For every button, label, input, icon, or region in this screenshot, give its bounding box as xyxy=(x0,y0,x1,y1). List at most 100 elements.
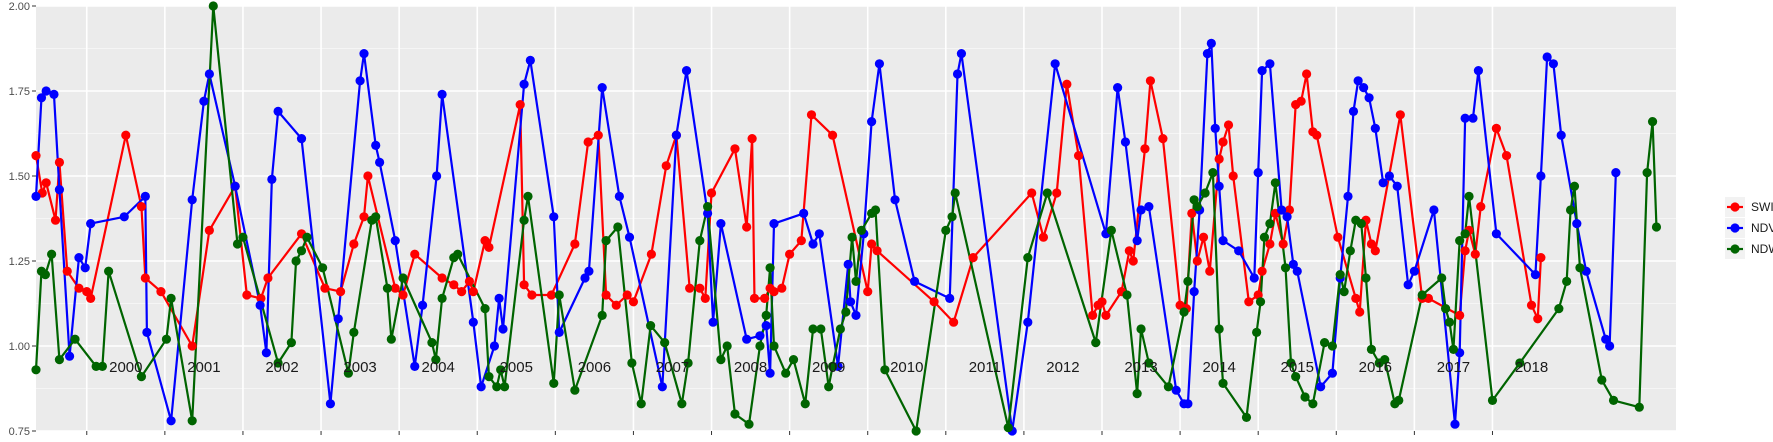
data-point-ndwi xyxy=(136,372,147,382)
data-point-swir xyxy=(74,283,84,293)
year-label: 2009 xyxy=(812,359,845,376)
data-point-swir xyxy=(1128,256,1138,266)
data-point-swir xyxy=(1265,239,1275,249)
data-point-swir xyxy=(1455,310,1465,320)
data-point-ndvi xyxy=(187,195,197,205)
data-point-ndwi xyxy=(97,361,107,371)
data-point-ndwi xyxy=(880,365,890,375)
data-point-ndwi xyxy=(398,273,408,283)
data-point-swir xyxy=(457,287,467,297)
data-point-ndvi xyxy=(371,140,381,150)
data-point-ndwi xyxy=(947,212,957,222)
data-point-ndwi xyxy=(47,249,57,259)
data-point-ndwi xyxy=(646,321,656,331)
data-point-swir xyxy=(515,100,525,110)
data-point-swir xyxy=(646,249,656,259)
data-point-swir xyxy=(359,212,369,222)
data-point-swir xyxy=(1333,232,1343,242)
data-point-ndvi xyxy=(1403,280,1413,290)
data-point-swir xyxy=(1355,307,1365,317)
data-point-swir xyxy=(1351,293,1361,303)
data-point-ndvi xyxy=(1316,382,1326,392)
data-point-ndwi xyxy=(1144,358,1154,368)
y-axis: 0.75 1.00 1.25 1.50 1.75 2.00 xyxy=(9,1,36,438)
data-point-swir xyxy=(468,287,478,297)
data-point-swir xyxy=(349,239,359,249)
data-point-ndvi xyxy=(1384,171,1394,181)
data-point-ndwi xyxy=(1327,341,1337,351)
data-point-ndwi xyxy=(1562,276,1572,286)
data-point-ndwi xyxy=(187,416,197,426)
data-point-ndvi xyxy=(657,382,667,392)
data-point-ndvi xyxy=(417,300,428,310)
data-point-ndwi xyxy=(1132,389,1142,399)
data-point-swir xyxy=(1198,232,1209,242)
data-point-ndwi xyxy=(238,232,248,242)
year-label: 2011 xyxy=(969,359,1001,376)
data-point-swir xyxy=(1257,266,1267,276)
data-point-swir xyxy=(1073,151,1084,161)
data-point-swir xyxy=(410,249,420,259)
data-point-swir xyxy=(1124,246,1134,256)
data-point-ndvi xyxy=(742,334,752,344)
data-point-ndvi xyxy=(814,229,824,239)
data-point-ndvi xyxy=(325,399,336,409)
data-point-swir xyxy=(50,215,61,225)
data-point-ndvi xyxy=(1370,123,1380,133)
data-point-ndwi xyxy=(1634,402,1644,412)
data-point-swir xyxy=(1491,123,1501,133)
data-point-swir xyxy=(863,287,873,297)
data-point-ndwi xyxy=(941,225,951,235)
data-point-ndvi xyxy=(1113,83,1123,93)
data-point-ndvi xyxy=(1292,266,1302,276)
data-point-ndwi xyxy=(601,236,611,246)
data-point-ndvi xyxy=(296,134,307,144)
data-point-ndwi xyxy=(1575,263,1585,273)
data-point-ndwi xyxy=(1003,423,1013,433)
data-point-swir xyxy=(622,290,632,300)
data-point-ndvi xyxy=(843,259,853,269)
data-point-ndwi xyxy=(716,355,726,365)
data-point-ndwi xyxy=(453,249,463,259)
data-point-ndwi xyxy=(554,290,564,300)
data-point-ndwi xyxy=(765,263,775,273)
data-point-swir xyxy=(1214,154,1224,164)
data-point-swir xyxy=(1062,79,1072,89)
data-point-ndvi xyxy=(1144,202,1154,212)
data-point-swir xyxy=(256,293,266,303)
data-point-ndvi xyxy=(140,191,150,201)
data-point-ndwi xyxy=(1597,375,1607,385)
year-label: 2015 xyxy=(1281,359,1314,376)
data-point-ndwi xyxy=(1192,202,1202,212)
data-point-swir xyxy=(685,283,695,293)
data-point-ndwi xyxy=(1252,327,1262,337)
data-point-ndvi xyxy=(1343,191,1353,201)
data-point-swir xyxy=(1366,239,1377,249)
data-point-ndwi xyxy=(1300,392,1310,402)
data-point-ndwi xyxy=(104,266,114,276)
data-point-ndvi xyxy=(1572,219,1582,229)
data-point-ndwi xyxy=(744,419,754,429)
year-label: 2013 xyxy=(1124,359,1157,376)
data-point-ndvi xyxy=(1277,205,1287,215)
data-point-swir xyxy=(1052,188,1062,198)
year-label: 2004 xyxy=(422,359,455,376)
data-point-swir xyxy=(1145,76,1156,86)
data-point-swir xyxy=(1476,202,1486,212)
data-point-ndvi xyxy=(549,212,559,222)
data-point-ndvi xyxy=(74,253,84,263)
data-point-ndwi xyxy=(273,358,283,368)
data-point-swir xyxy=(769,287,779,297)
data-point-swir xyxy=(1536,253,1546,263)
data-point-ndvi xyxy=(1253,168,1263,178)
data-point-ndwi xyxy=(816,324,826,334)
data-point-ndwi xyxy=(1464,191,1474,201)
data-point-ndvi xyxy=(359,49,369,59)
data-point-ndvi xyxy=(267,174,277,184)
data-point-swir xyxy=(593,130,603,140)
legend-key-point xyxy=(1730,202,1740,212)
data-point-swir xyxy=(62,266,72,276)
data-point-ndwi xyxy=(1335,270,1345,280)
data-point-swir xyxy=(136,202,147,212)
